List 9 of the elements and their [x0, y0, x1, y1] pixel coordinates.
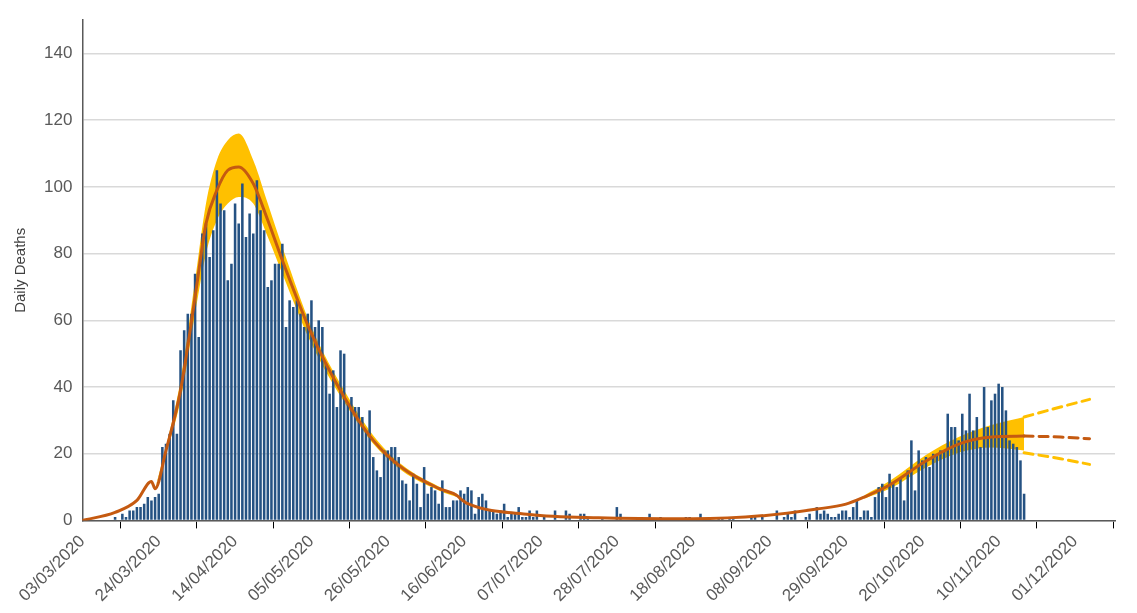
- y-tick-label: 0: [62, 510, 73, 530]
- y-axis-title: Daily Deaths: [11, 227, 29, 313]
- y-tick-label: 60: [53, 310, 73, 330]
- y-tick-label: 40: [53, 376, 73, 396]
- y-tick-label: 20: [53, 443, 73, 463]
- y-tick-label: 80: [53, 243, 73, 263]
- y-tick-label: 120: [43, 109, 73, 129]
- y-tick-label: 140: [43, 43, 73, 63]
- y-tick-label: 100: [43, 176, 73, 196]
